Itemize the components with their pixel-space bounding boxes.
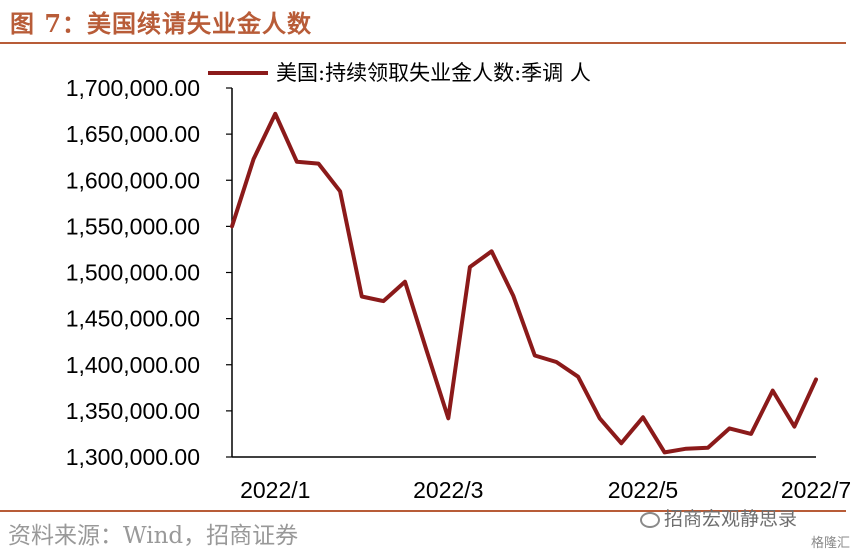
legend-label: 美国:持续领取失业金人数:季调 人 xyxy=(276,61,591,85)
x-tick-label: 2022/3 xyxy=(413,477,483,503)
y-tick-label: 1,300,000.00 xyxy=(66,444,200,470)
title-rule xyxy=(0,42,846,44)
watermark-text: 招商宏观静思录 xyxy=(664,508,798,530)
series-group xyxy=(230,111,818,455)
y-tick-label: 1,400,000.00 xyxy=(66,352,200,378)
y-axis-ticks: 1,300,000.00 1,350,000.00 1,400,000.00 1,45… xyxy=(66,75,232,470)
series-line xyxy=(230,111,818,455)
watermark: 招商宏观静思录 xyxy=(640,504,797,531)
y-tick-label: 1,650,000.00 xyxy=(66,121,200,147)
x-axis-ticks: 2022/1 2022/3 2022/5 2022/7 xyxy=(240,477,851,503)
y-tick-label: 1,550,000.00 xyxy=(66,213,200,239)
chart-axes xyxy=(231,88,816,458)
source-rule xyxy=(0,510,846,512)
x-tick-label: 2022/5 xyxy=(608,477,678,503)
y-tick-label: 1,700,000.00 xyxy=(66,75,200,101)
y-tick-label: 1,350,000.00 xyxy=(66,398,200,424)
legend: 美国:持续领取失业金人数:季调 人 xyxy=(208,61,591,85)
line-chart: 1,300,000.00 1,350,000.00 1,400,000.00 1,45… xyxy=(66,61,851,503)
figure-title: 图 7：美国续请失业金人数 xyxy=(10,9,313,38)
y-tick-label: 1,600,000.00 xyxy=(66,167,200,193)
source-note: 资料来源：Wind，招商证券 xyxy=(8,523,299,549)
brand-mark: 格隆汇 xyxy=(810,536,850,551)
x-tick-label: 2022/7 xyxy=(781,477,851,503)
x-tick-label: 2022/1 xyxy=(240,477,310,503)
y-tick-label: 1,450,000.00 xyxy=(66,306,200,332)
wechat-icon xyxy=(640,511,660,528)
y-tick-label: 1,500,000.00 xyxy=(66,260,200,286)
